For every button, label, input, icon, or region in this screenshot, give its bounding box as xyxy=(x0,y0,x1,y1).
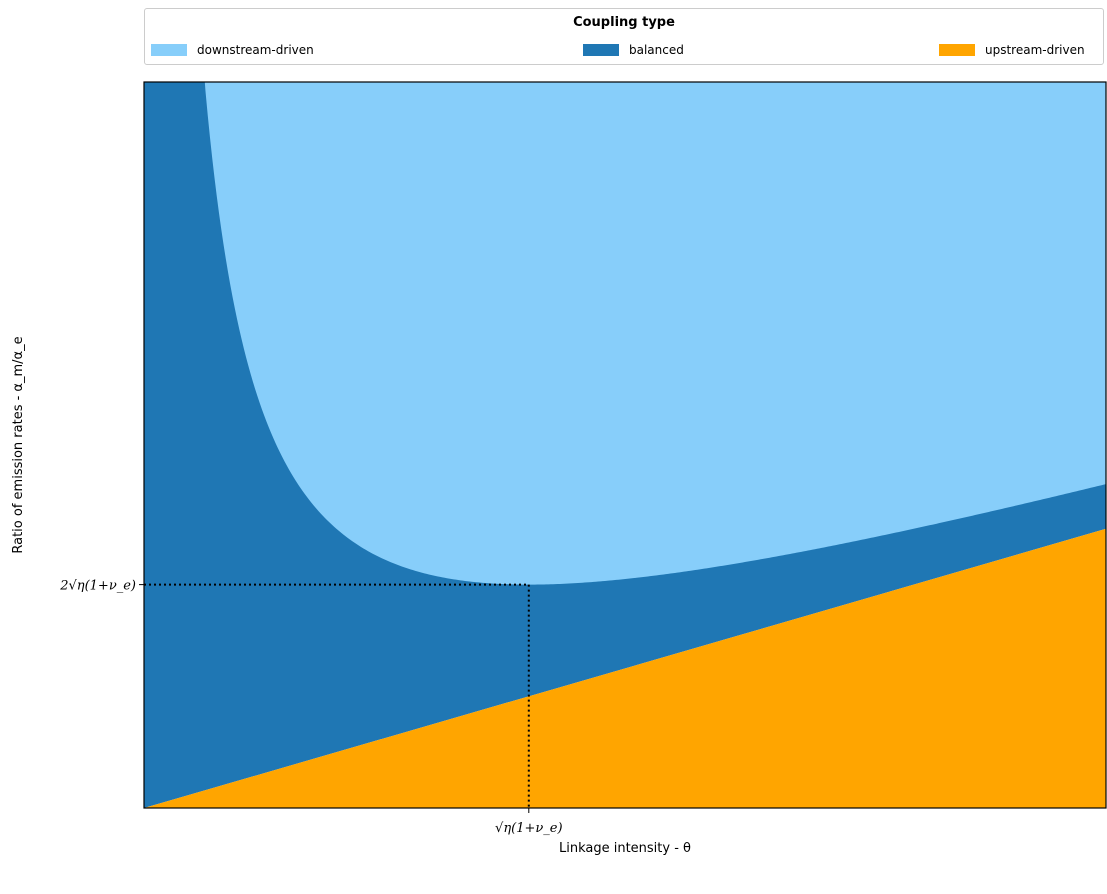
x-tick-label: √η(1+ν_e) xyxy=(495,821,562,836)
plot-frame xyxy=(143,81,1107,809)
region-upstream-driven xyxy=(144,528,1106,808)
y-axis-label: Ratio of emission rates - α_m/α_e xyxy=(11,336,26,553)
legend-label-downstream: downstream-driven xyxy=(197,43,314,57)
y-tick-label: 2√η(1+ν_e) xyxy=(59,579,136,594)
legend-swatch-downstream xyxy=(151,44,187,56)
x-axis-label: Linkage intensity - θ xyxy=(559,841,691,856)
legend-entry-upstream: upstream-driven xyxy=(939,43,1085,57)
legend-swatch-upstream xyxy=(939,44,975,56)
legend: Coupling type downstream-driven balanced… xyxy=(144,8,1104,65)
legend-swatch-balanced xyxy=(583,44,619,56)
legend-entry-downstream: downstream-driven xyxy=(151,43,314,57)
legend-label-upstream: upstream-driven xyxy=(985,43,1085,57)
plot-area xyxy=(143,81,1107,809)
legend-entry-balanced: balanced xyxy=(583,43,684,57)
legend-title: Coupling type xyxy=(573,15,675,30)
legend-label-balanced: balanced xyxy=(629,43,684,57)
region-downstream-driven xyxy=(204,82,1106,585)
